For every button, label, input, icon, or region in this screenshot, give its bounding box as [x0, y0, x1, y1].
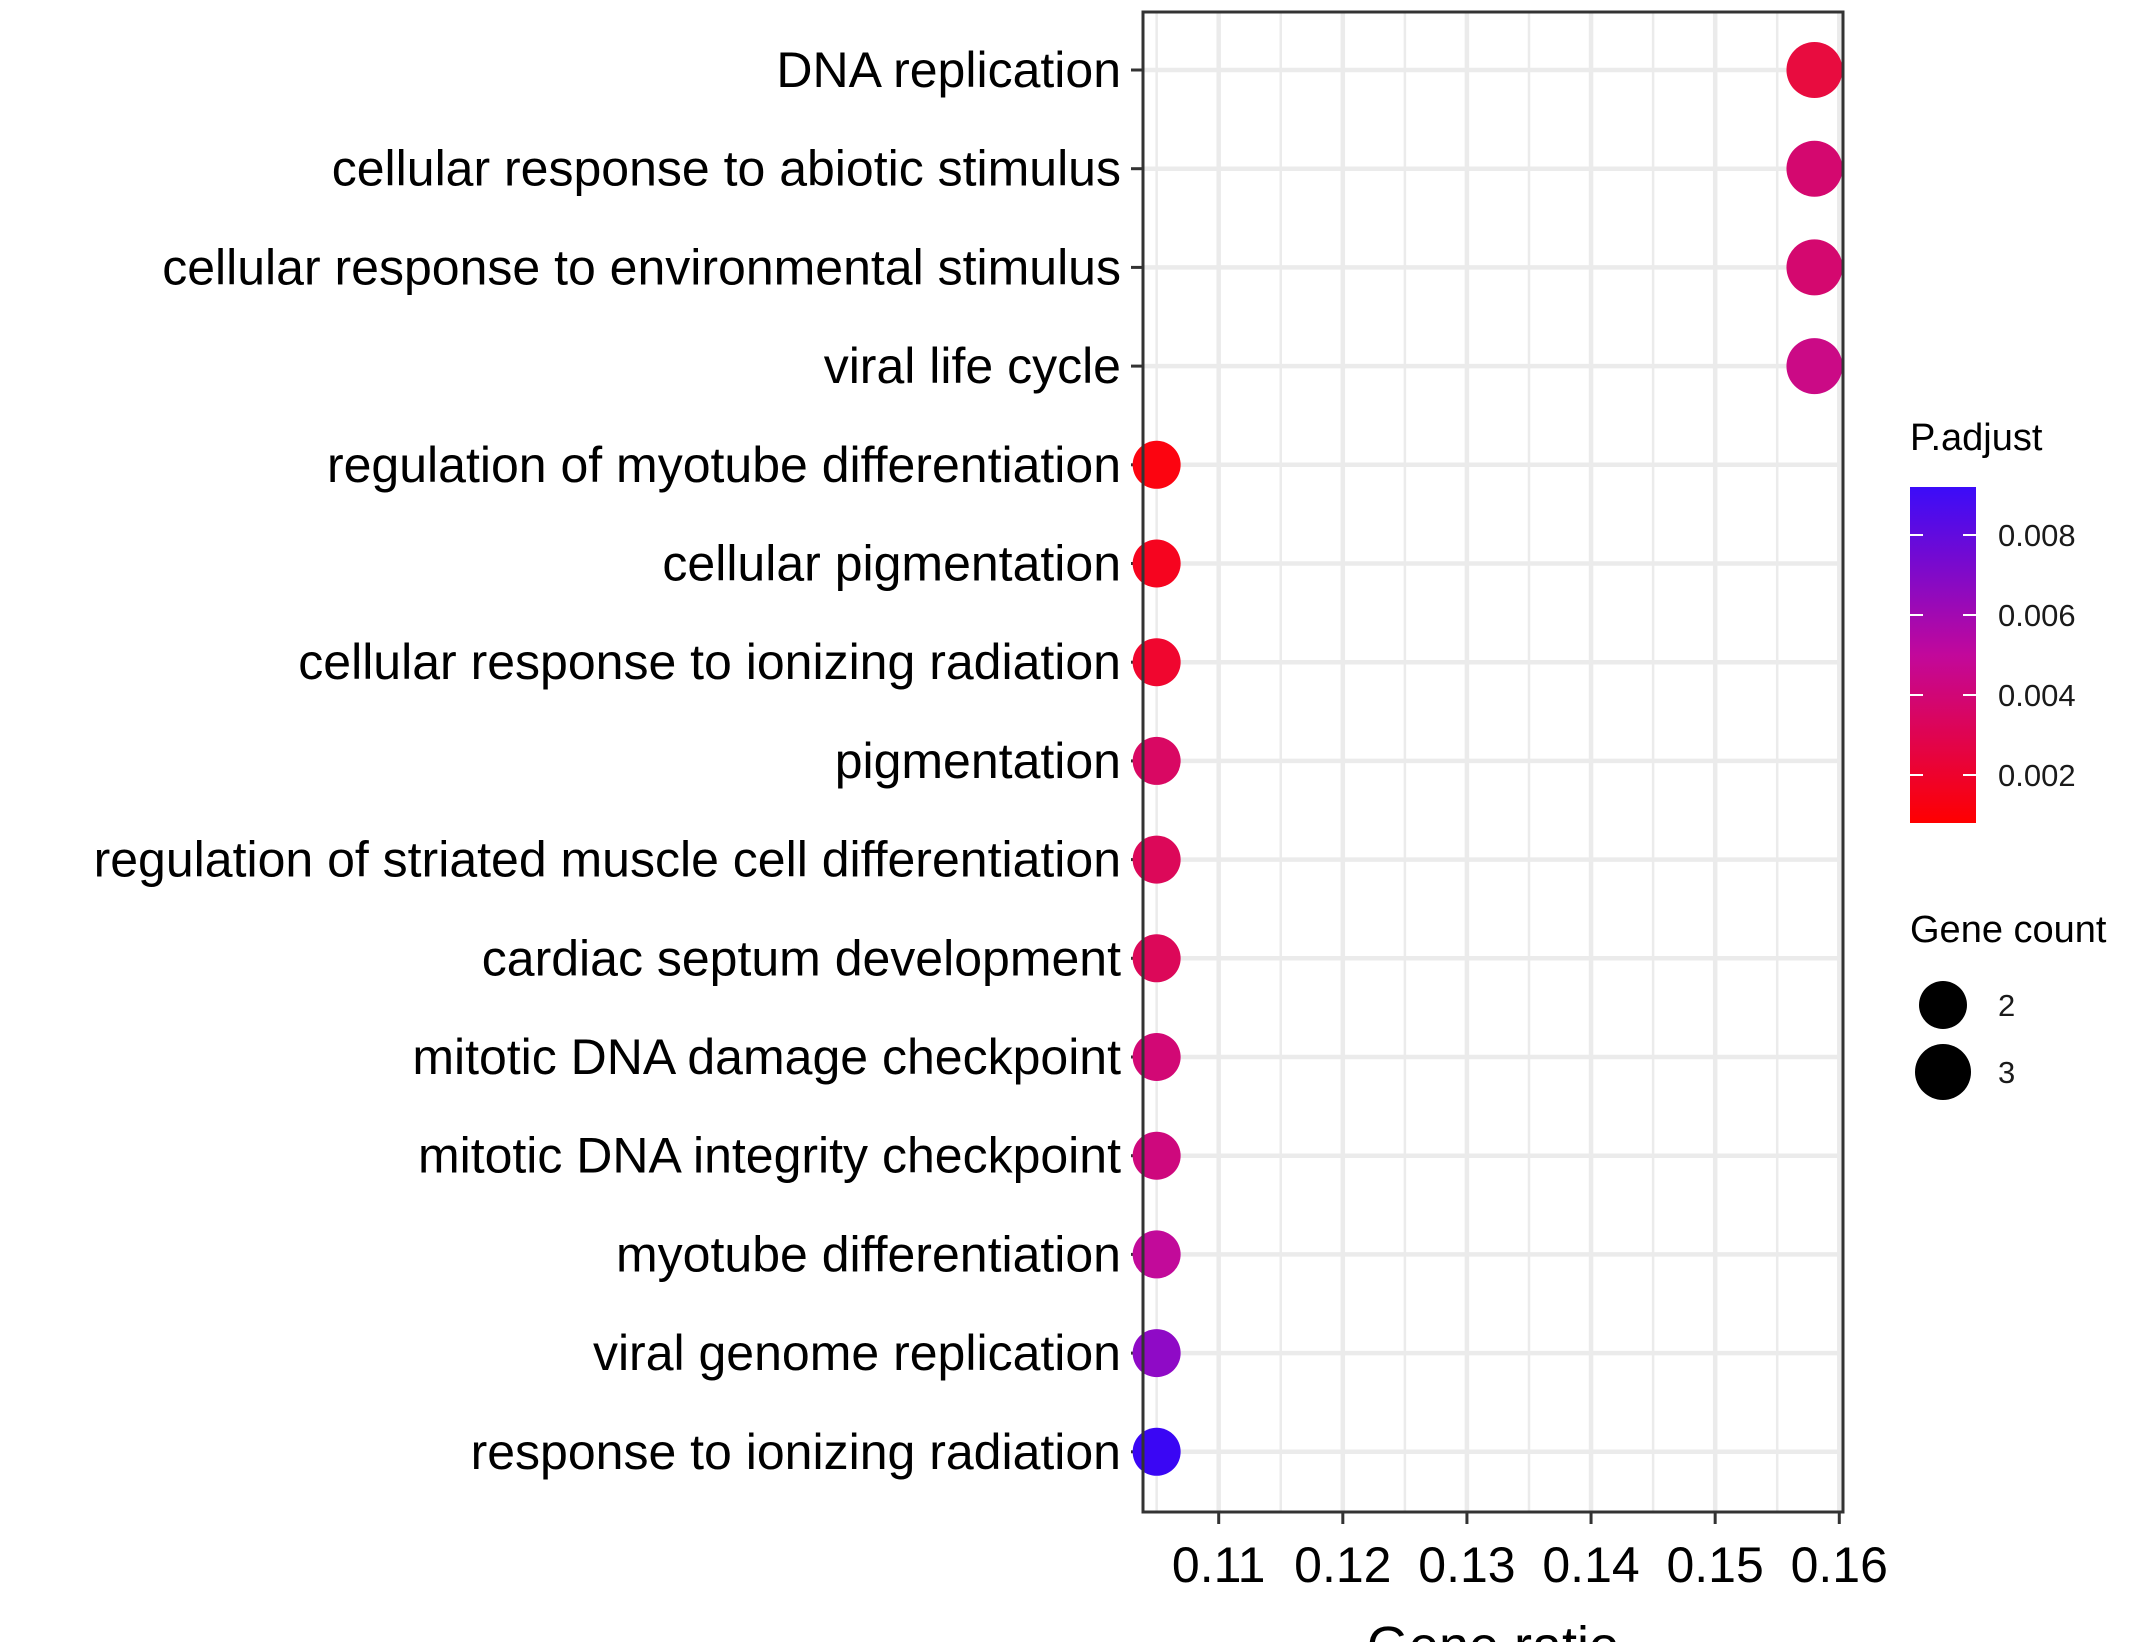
x-axis-ticks: 0.11 0.12 0.13 0.14 0.15 0.16	[1172, 1512, 1888, 1593]
size-legend-dot	[1915, 1044, 1971, 1100]
x-axis-title: Gene ratio	[1367, 1616, 1619, 1642]
data-point	[1132, 736, 1181, 785]
x-tick-label: 0.13	[1418, 1537, 1515, 1593]
y-category-label: DNA replication	[776, 42, 1121, 98]
y-category-label: mitotic DNA integrity checkpoint	[418, 1128, 1121, 1184]
data-point	[1786, 42, 1843, 98]
size-legend-title: Gene count	[1910, 909, 2107, 951]
x-tick-label: 0.14	[1542, 1537, 1639, 1593]
colorbar-tick-label: 0.006	[1998, 598, 2076, 633]
grid-lines	[1143, 12, 1843, 1512]
y-category-label: response to ionizing radiation	[471, 1424, 1121, 1480]
y-category-label: myotube differentiation	[616, 1226, 1121, 1282]
color-bar-ticks: 0.002 0.004 0.006 0.008	[1910, 518, 2076, 793]
x-tick-label: 0.12	[1294, 1537, 1391, 1593]
data-point	[1132, 934, 1181, 983]
data-point	[1132, 1427, 1181, 1476]
y-category-label: viral genome replication	[593, 1325, 1121, 1381]
data-point	[1132, 539, 1181, 588]
colorbar-tick-label: 0.004	[1998, 678, 2076, 713]
colorbar-tick-label: 0.008	[1998, 518, 2076, 553]
data-point	[1786, 140, 1843, 197]
y-axis-category-labels: DNA replication cellular response to abio…	[94, 42, 1122, 1480]
y-category-label: cellular response to abiotic stimulus	[332, 141, 1121, 197]
y-category-label: viral life cycle	[824, 338, 1121, 394]
plot-panel-border	[1141, 10, 1845, 1514]
data-point	[1132, 1033, 1181, 1081]
size-legend-label: 3	[1998, 1055, 2015, 1090]
size-legend: Gene count 23	[1910, 909, 2107, 1100]
data-point	[1786, 338, 1843, 395]
y-category-label: cellular response to ionizing radiation	[298, 634, 1121, 690]
y-category-label: cardiac septum development	[482, 930, 1121, 986]
x-tick-label: 0.15	[1666, 1537, 1763, 1593]
data-point	[1132, 440, 1181, 489]
y-category-label: regulation of myotube differentiation	[327, 437, 1121, 493]
y-category-label: cellular response to environmental stimu…	[162, 239, 1121, 295]
data-point	[1132, 1329, 1181, 1378]
y-category-label: cellular pigmentation	[662, 536, 1121, 592]
x-tick-label: 0.16	[1791, 1537, 1888, 1593]
data-point	[1132, 1230, 1181, 1279]
color-legend: P.adjust 0.002 0.004 0.006 0.008	[1910, 417, 2076, 823]
data-point	[1132, 638, 1181, 687]
size-legend-dot	[1919, 981, 1967, 1029]
x-tick-label: 0.11	[1172, 1537, 1266, 1593]
color-bar	[1910, 487, 1976, 823]
data-point	[1132, 835, 1181, 884]
y-category-label: mitotic DNA damage checkpoint	[412, 1029, 1121, 1085]
color-legend-title: P.adjust	[1910, 417, 2043, 459]
y-category-label: regulation of striated muscle cell diffe…	[94, 832, 1121, 888]
data-point	[1132, 1131, 1181, 1180]
y-category-label: pigmentation	[835, 733, 1121, 789]
size-legend-label: 2	[1998, 988, 2015, 1023]
data-point	[1786, 239, 1843, 296]
size-legend-entries: 23	[1915, 981, 2015, 1100]
data-points	[1132, 42, 1843, 1476]
colorbar-tick-label: 0.002	[1998, 758, 2076, 793]
